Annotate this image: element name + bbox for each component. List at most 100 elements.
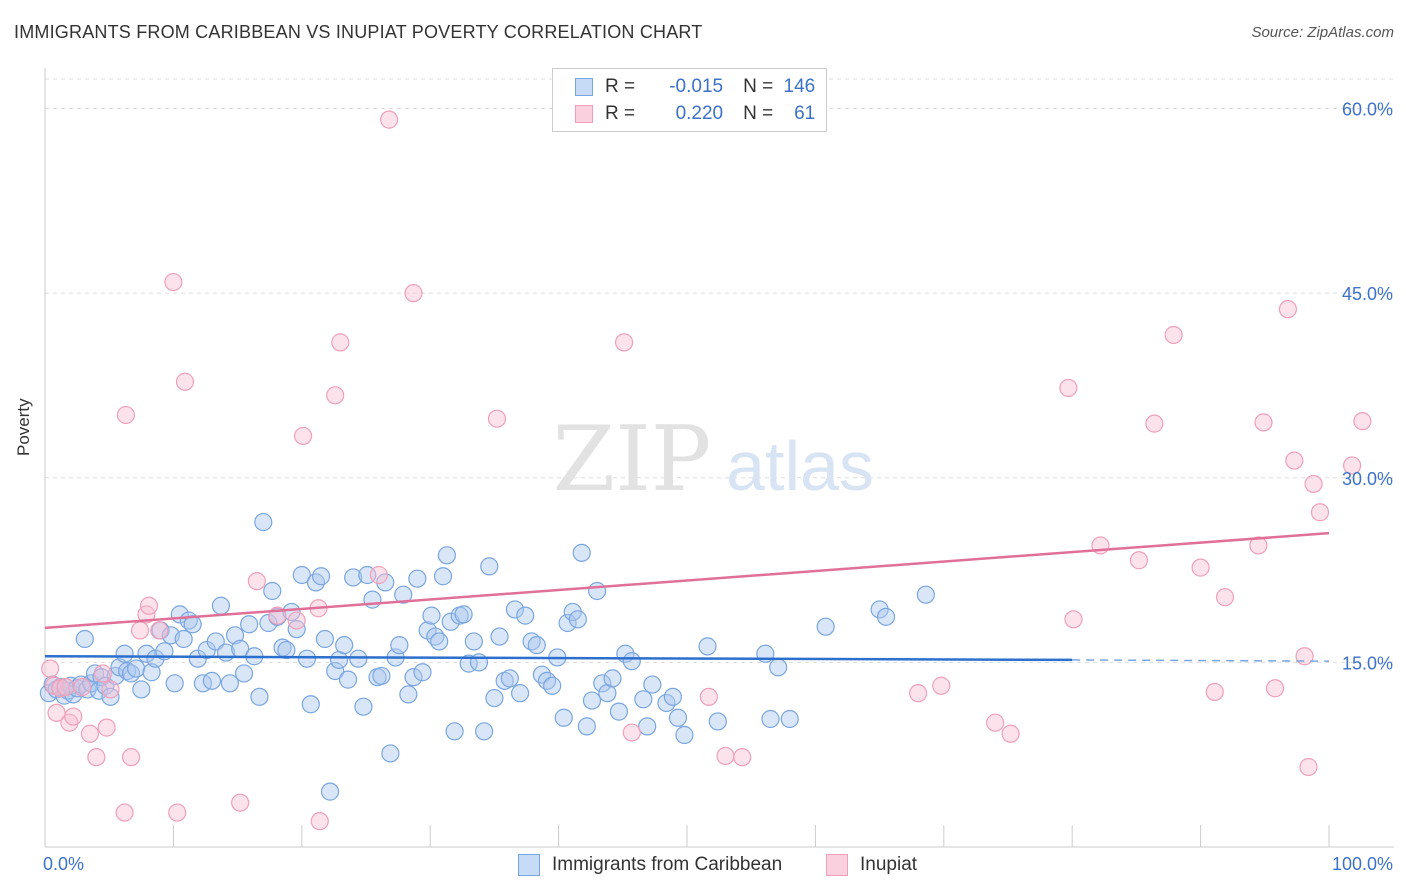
point-caribbean — [490, 627, 509, 646]
point-inupiat — [909, 684, 928, 703]
point-caribbean — [422, 606, 441, 625]
bottom-legend-swatch-inupiat — [826, 854, 848, 876]
point-inupiat — [1145, 414, 1164, 433]
legend-r-value: 0.220 — [675, 103, 724, 124]
trend-line-caribbean-extension — [1072, 659, 1330, 662]
point-inupiat — [150, 621, 169, 640]
point-caribbean — [254, 512, 273, 532]
point-inupiat — [1254, 413, 1273, 432]
point-inupiat — [139, 596, 159, 615]
y-tick-label: 15.0% — [1342, 653, 1393, 673]
point-caribbean — [480, 557, 499, 576]
point-inupiat — [247, 572, 266, 591]
point-caribbean — [876, 607, 896, 626]
point-caribbean — [132, 680, 151, 699]
point-inupiat — [73, 677, 92, 697]
point-inupiat — [1205, 682, 1224, 702]
point-inupiat — [121, 748, 141, 767]
point-inupiat — [130, 621, 150, 640]
bottom-legend-inupiat: Inupiat — [826, 852, 917, 878]
point-caribbean — [433, 567, 453, 586]
watermark-atlas: atlas — [726, 427, 874, 505]
point-caribbean — [500, 669, 519, 688]
point-inupiat — [64, 707, 83, 726]
watermark: ZIP atlas — [553, 407, 874, 512]
point-caribbean — [174, 629, 193, 649]
point-caribbean — [263, 581, 282, 601]
point-inupiat — [404, 284, 423, 303]
point-inupiat — [168, 803, 187, 822]
point-caribbean — [537, 671, 557, 690]
point-caribbean — [505, 600, 525, 619]
bottom-legend-caribbean: Immigrants from Caribbean — [518, 852, 782, 878]
point-caribbean — [404, 668, 423, 687]
point-caribbean — [277, 640, 296, 660]
point-caribbean — [454, 605, 473, 624]
point-caribbean — [527, 636, 546, 655]
point-caribbean — [127, 659, 146, 678]
point-inupiat — [1304, 474, 1323, 494]
point-inupiat — [87, 748, 106, 767]
tick-labels: 15.0% 30.0% 45.0% 60.0% 0.0% 100.0% — [43, 100, 1393, 874]
trend-lines — [44, 531, 1330, 662]
point-inupiat — [93, 664, 112, 683]
point-inupiat — [1353, 412, 1372, 431]
point-inupiat — [614, 333, 634, 352]
series-inupiat-points — [41, 110, 1372, 831]
point-inupiat — [1265, 679, 1285, 698]
point-caribbean — [668, 708, 688, 727]
point-inupiat — [231, 793, 250, 812]
legend-row-caribbean: R = -0.015 N = 146 — [575, 74, 815, 100]
point-inupiat — [1285, 451, 1304, 470]
point-caribbean — [485, 688, 504, 708]
point-inupiat — [101, 680, 120, 699]
point-caribbean — [708, 712, 727, 731]
point-caribbean — [301, 695, 320, 714]
point-caribbean — [137, 644, 156, 663]
point-caribbean — [211, 596, 231, 615]
point-caribbean — [638, 717, 657, 736]
point-inupiat — [1215, 588, 1235, 607]
point-caribbean — [394, 585, 413, 604]
point-inupiat — [1059, 378, 1078, 398]
point-caribbean — [475, 722, 494, 741]
point-inupiat — [1343, 456, 1362, 475]
legend-r-value: -0.015 — [669, 76, 724, 97]
point-inupiat — [164, 272, 183, 292]
point-caribbean — [816, 617, 835, 636]
point-caribbean — [121, 664, 141, 683]
point-inupiat — [1310, 503, 1330, 522]
point-caribbean — [582, 691, 602, 710]
point-caribbean — [234, 664, 254, 683]
point-inupiat — [932, 676, 951, 695]
bottom-legend-label-caribbean: Immigrants from Caribbean — [552, 854, 783, 875]
point-caribbean — [609, 702, 629, 721]
legend-row-inupiat: R = 0.220 N = 61 — [575, 101, 815, 127]
point-inupiat — [310, 812, 329, 831]
bottom-legend-swatch-caribbean — [518, 854, 540, 876]
point-caribbean — [390, 636, 409, 655]
point-inupiat — [716, 746, 735, 766]
y-tick-label: 30.0% — [1342, 469, 1393, 489]
watermark-zip: ZIP — [553, 407, 712, 512]
legend-n-value: 61 — [794, 103, 816, 124]
point-caribbean — [510, 684, 530, 703]
point-inupiat — [116, 405, 135, 425]
point-caribbean — [320, 782, 340, 801]
point-caribbean — [326, 661, 345, 681]
point-inupiat — [1001, 724, 1020, 743]
y-tick-label: 60.0% — [1342, 100, 1393, 120]
point-caribbean — [622, 652, 641, 671]
point-caribbean — [413, 663, 432, 682]
point-inupiat — [1249, 536, 1268, 555]
point-inupiat — [1278, 300, 1298, 319]
point-caribbean — [376, 573, 395, 592]
point-inupiat — [380, 110, 399, 129]
point-caribbean — [469, 653, 489, 672]
point-inupiat — [326, 386, 345, 405]
point-inupiat — [175, 372, 195, 391]
point-caribbean — [142, 663, 161, 682]
point-caribbean — [354, 697, 373, 716]
point-inupiat — [1129, 551, 1149, 570]
point-caribbean — [372, 666, 391, 686]
